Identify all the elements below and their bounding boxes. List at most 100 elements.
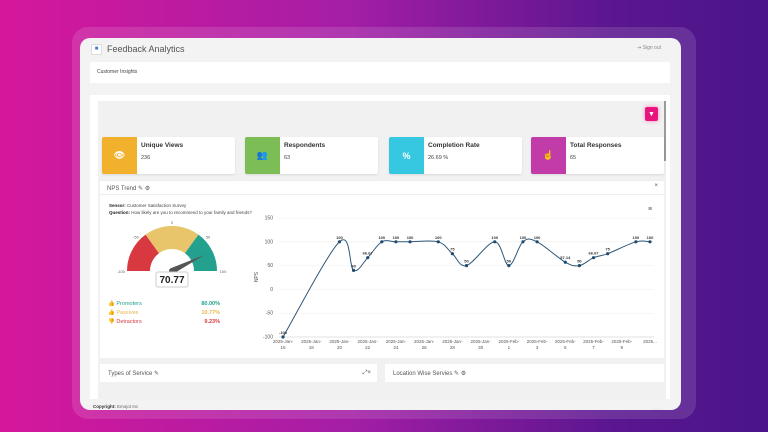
data-point xyxy=(337,240,342,244)
stat-value: 236 xyxy=(141,155,151,161)
y-axis-label: NPS xyxy=(254,271,260,282)
filter-icon: ▼ xyxy=(648,110,655,118)
y-tick-label: 50 xyxy=(267,263,273,269)
filter-button[interactable]: ▼ xyxy=(645,107,658,121)
data-point xyxy=(507,264,511,268)
data-label: 100 xyxy=(491,235,498,240)
legend-value: 80.00% xyxy=(201,301,220,307)
data-label: 100 xyxy=(336,235,343,240)
gauge-promoter-band xyxy=(184,234,217,271)
survey-meta: Sensor: Customer Satisfaction Survey Que… xyxy=(109,202,252,216)
stat-card[interactable]: % Completion Rate 26.69 % xyxy=(389,137,522,174)
data-point xyxy=(281,335,285,339)
nps-title: NPS Trend xyxy=(107,186,137,192)
edit-icon[interactable]: ✎ xyxy=(154,371,160,377)
data-point xyxy=(408,240,412,244)
app-title: Feedback Analytics xyxy=(107,44,185,54)
data-label: 66.67 xyxy=(589,251,600,256)
legend-value: 9.23% xyxy=(204,319,220,325)
data-point xyxy=(436,240,440,244)
stat-card[interactable]: ☝ Total Responses 65 xyxy=(531,137,664,174)
legend-label: Promoters xyxy=(116,301,142,307)
x-tick-label: 2025-Feb-5 xyxy=(555,339,576,350)
app-window: ■ Feedback Analytics ⇥ Sign out Customer… xyxy=(80,38,681,410)
data-label: 100 xyxy=(393,235,400,240)
gear-icon[interactable]: ⚙ xyxy=(144,186,151,192)
data-point xyxy=(577,264,582,268)
footer-label: Copyright: xyxy=(93,404,116,409)
x-tick-label: 2025-Jan-28 xyxy=(442,339,463,350)
edit-icon[interactable]: ✎ xyxy=(138,186,144,192)
legend-label: Detractors xyxy=(116,319,142,325)
x-tick-label: 2025-Feb-9 xyxy=(611,339,632,350)
y-tick-label: 0 xyxy=(270,287,273,293)
dashboard-panel: ▼ 👁 Unique Views 236 👥 Respondents 63% Complet… xyxy=(90,95,670,399)
sensor-label: Sensor: xyxy=(109,203,126,208)
panel-title: Location Wise Servies xyxy=(393,371,453,377)
data-label: 50 xyxy=(577,259,582,264)
stat-value: 63 xyxy=(284,155,291,161)
data-point xyxy=(464,264,469,268)
sign-out-icon: ⇥ xyxy=(637,45,643,51)
footer: Copyright: Emojot Inc xyxy=(93,404,138,409)
data-point xyxy=(351,268,356,272)
users-icon: 👥 xyxy=(245,137,280,174)
gauge-tick-label: 0 xyxy=(171,221,174,225)
panel-title: Types of Service xyxy=(108,371,153,377)
question-value: How likely are you to recommend to your … xyxy=(131,210,252,215)
expand-close-icon[interactable]: ⤢× xyxy=(362,370,371,376)
data-label: 75 xyxy=(605,247,610,252)
gauge-needle xyxy=(170,255,205,274)
scrollbar[interactable] xyxy=(664,101,666,161)
data-label: 57.14 xyxy=(560,255,571,260)
percent-icon: % xyxy=(389,137,424,174)
thumb-icon: 👍 xyxy=(108,310,115,316)
types-of-service-panel: Types of Service ✎ ⤢× xyxy=(100,364,377,382)
data-label: 75 xyxy=(450,247,455,252)
gauge-value-box xyxy=(155,271,189,288)
x-tick-label: 2025-Jan-30 xyxy=(470,339,491,350)
data-point xyxy=(591,256,596,260)
edit-icon[interactable]: ✎ xyxy=(454,371,460,377)
data-point xyxy=(606,252,610,256)
stat-value: 26.69 % xyxy=(428,155,449,161)
nps-gauge: -100 -50 0 50 100 70.77 xyxy=(117,221,227,288)
data-label: 100 xyxy=(534,235,541,240)
thumb-icon: 👍 xyxy=(108,301,115,307)
gauge-tick-label: 100 xyxy=(220,269,227,274)
menu-icon[interactable]: ■ xyxy=(91,43,102,55)
legend-item: 👎 Detractors 9.23% xyxy=(108,319,220,325)
data-label: 50 xyxy=(507,259,512,264)
close-icon[interactable]: × xyxy=(654,183,658,189)
y-tick-label: 150 xyxy=(265,216,274,222)
data-point xyxy=(521,240,525,244)
thumb-icon: 👎 xyxy=(108,319,115,325)
x-tick-label: 2025-Jan-26 xyxy=(414,339,435,350)
x-tick-label: 2025-Feb-1 xyxy=(498,339,519,350)
nps-trend-panel: NPS Trend ✎ ⚙ × Sensor: Customer Satisfa… xyxy=(100,180,664,358)
data-label: 50 xyxy=(464,259,469,264)
gear-icon[interactable]: ⚙ xyxy=(460,371,467,377)
data-label: 66.67 xyxy=(363,251,374,256)
sign-out-label: Sign out xyxy=(642,45,661,51)
location-wise-panel: Location Wise Servies ✎ ⚙ xyxy=(385,364,664,382)
data-label: 100 xyxy=(435,235,442,240)
stat-label: Unique Views xyxy=(141,142,184,149)
gauge-tick-label: -50 xyxy=(133,234,140,239)
gauge-value: 70.77 xyxy=(159,275,184,286)
breadcrumb: Customer Insights xyxy=(90,62,670,83)
x-tick-label: 2025-Jan-22 xyxy=(358,339,379,350)
x-tick-label: 2025-Jan-24 xyxy=(386,339,407,350)
stat-card[interactable]: 👁 Unique Views 236 xyxy=(102,137,235,174)
footer-company: Emojot Inc xyxy=(117,404,139,409)
data-point xyxy=(648,240,652,244)
gauge-detractor-band xyxy=(127,234,160,271)
sign-out-link[interactable]: ⇥ Sign out xyxy=(637,45,661,51)
legend-item: 👍 Passives 10.77% xyxy=(108,310,220,316)
data-point xyxy=(563,260,567,264)
stat-card[interactable]: 👥 Respondents 63 xyxy=(245,137,378,174)
dashboard-inner: ▼ 👁 Unique Views 236 👥 Respondents 63% Complet… xyxy=(98,101,666,399)
gauge-tick-label: 50 xyxy=(206,234,211,239)
legend-item: 👍 Promoters 80.00% xyxy=(108,301,220,307)
stat-label: Total Responses xyxy=(570,142,622,149)
